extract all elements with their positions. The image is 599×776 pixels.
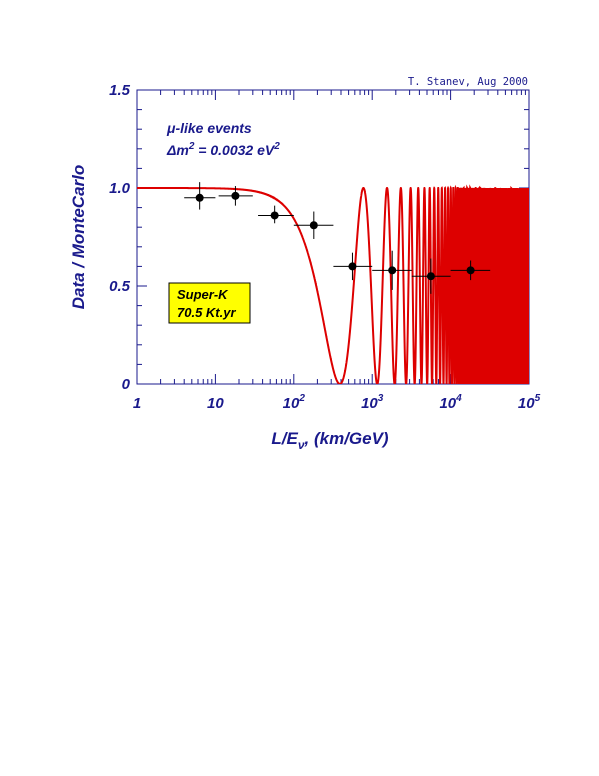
annotation-line1: μ-like events [166,120,252,136]
x-tick-label: 10 [207,395,224,412]
data-marker [388,266,397,275]
y-tick-label: 0 [122,376,131,393]
x-tick-label: 104 [439,393,462,412]
annotation-line2-sup2: 2 [273,141,280,152]
data-marker [309,221,318,230]
data-point [333,252,373,281]
data-marker [426,272,435,281]
annotation-line2: Δm2 = 0.0032 eV2 [166,141,280,158]
data-point [293,211,334,239]
data-marker [231,191,240,200]
data-point [372,250,412,290]
data-marker [195,193,204,202]
annotation-line2-sup: 2 [188,141,195,152]
data-marker [348,262,357,271]
experiment-box [168,282,251,324]
oscillation-curve-layer [137,184,529,384]
annotation-line2-prefix: Δm [166,142,189,158]
y-tick-label: 1.5 [109,82,131,99]
annotation-line2-mid: = 0.0032 eV [194,142,275,158]
data-marker [466,266,475,275]
data-point [411,258,451,294]
y-tick-label: 1.0 [109,180,131,197]
oscillation-curve [137,184,529,384]
x-tick-label: 1 [133,395,141,412]
experiment-box-line2: 70.5 Kt.yr [177,305,236,320]
x-tick-labels: 1 10 102 103 104 105 [133,393,541,412]
y-axis-label: Data / MonteCarlo [69,165,88,310]
data-marker [270,211,279,220]
credit-text: T. Stanev, Aug 2000 [408,76,528,88]
data-point [184,182,216,210]
x-axis-label-prefix: L/E [271,429,298,448]
x-axis-label: L/Eν, (km/GeV) [271,429,389,452]
data-point [450,260,491,281]
x-axis-label-suffix: , (km/GeV) [304,429,389,448]
data-point [218,186,253,206]
x-tick-label: 102 [283,393,306,412]
y-tick-label: 0.5 [109,278,131,295]
x-tick-label: 105 [518,393,541,412]
experiment-box-line1: Super-K [177,287,229,302]
data-point [258,205,294,224]
x-axis-label-sub: ν [298,438,305,452]
data-points-layer [184,182,491,294]
x-tick-label: 103 [361,393,384,412]
y-tick-labels: 0 0.5 1.0 1.5 [109,82,131,393]
